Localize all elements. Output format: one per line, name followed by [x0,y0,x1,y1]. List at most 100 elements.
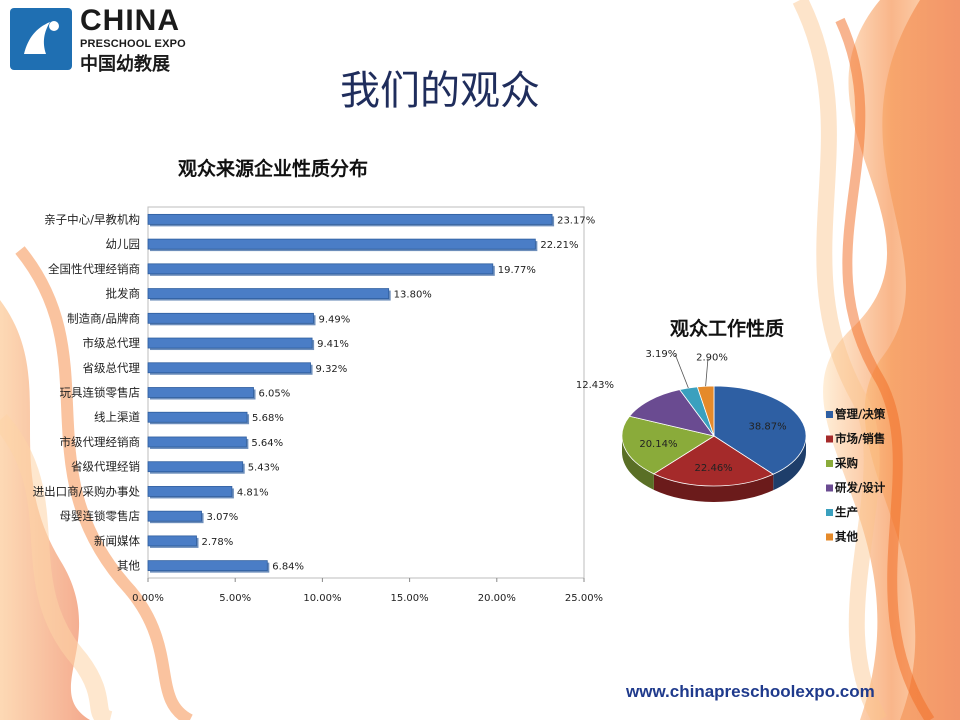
bar [147,288,390,299]
bar-value-label: 2.78% [201,537,233,548]
bar [147,263,494,275]
legend-swatch [826,435,833,443]
bar-value-label: 22.21% [540,240,578,251]
x-tick-label: 0.00% [132,593,164,604]
legend-swatch [826,411,833,418]
legend-label: 采购 [834,456,858,470]
bar [147,486,233,497]
bar [147,510,202,522]
bar-value-label: 13.80% [394,290,432,301]
bar-row: 幼儿园 22.21% [106,237,578,252]
bar-category-label: 制造商/品牌商 [67,311,140,325]
bar [147,461,244,473]
bar-value-label: 5.68% [252,413,284,424]
bar-row: 省级总代理 9.32% [83,361,348,375]
legend-label: 管理/决策 [835,407,886,421]
bar-category-label: 批发商 [106,287,141,301]
bar-chart-title: 观众来源企业性质分布 [178,158,369,180]
bar-category-label: 省级总代理 [83,361,141,375]
bar-category-label: 幼儿园 [106,237,141,251]
bar-row: 亲子中心/早教机构 23.17% [44,212,595,227]
bar [147,337,313,349]
bar-category-label: 新闻媒体 [94,534,140,548]
logo-title: CHINA [80,4,180,37]
bar-value-label: 6.05% [259,389,291,400]
legend-label: 其他 [835,530,858,544]
bar-value-label: 5.64% [251,438,283,449]
pie-leader-line [674,354,689,389]
bar-category-label: 市级代理经销商 [60,435,141,449]
bar-row: 市级总代理 9.41% [83,336,349,351]
bar-value-label: 3.07% [207,512,239,523]
bar [147,362,311,374]
bar-category-label: 玩具连锁零售店 [60,386,141,400]
expo-logo: CHINA PRESCHOOL EXPO 中国幼教展 [10,4,200,75]
bar-row: 线上渠道 5.68% [94,410,284,425]
legend-swatch [826,460,833,467]
bar-row: 制造商/品牌商 9.49% [67,311,351,326]
x-tick-label: 20.00% [478,593,516,604]
bar-value-label: 9.32% [316,364,348,375]
bar-category-label: 省级代理经销 [71,460,140,474]
bar-value-label: 19.77% [498,265,536,276]
bar-row: 玩具连锁零售店 6.05% [60,386,291,400]
pie-slice [653,435,775,487]
pie-slice-side [773,436,806,491]
bar [147,560,268,572]
bar-row: 省级代理经销 5.43% [71,460,279,474]
pie-value-label: 12.43% [576,380,614,391]
pie-slice [628,389,715,437]
pie-leader-line [705,358,709,387]
bar-value-label: 5.43% [248,463,280,474]
pie-value-label: 38.87% [749,421,787,432]
bar-row: 全国性代理经销商 19.77% [48,262,536,276]
bar [147,387,254,398]
bar [147,312,314,324]
bar-category-label: 全国性代理经销商 [48,262,140,276]
bar-row: 批发商 13.80% [106,287,432,301]
pie-slice-side [653,473,774,502]
logo-cn-name: 中国幼教展 [80,54,170,75]
pie-value-label: 3.19% [645,349,677,360]
pie-slice-side [622,436,654,490]
x-tick-label: 10.00% [303,593,341,604]
legend-swatch [826,509,833,516]
bar-row: 新闻媒体 2.78% [94,534,233,548]
bar-category-label: 母婴连锁零售店 [60,509,141,523]
pie-value-label: 20.14% [639,439,677,450]
footer-url[interactable]: www.chinapreschoolexpo.com [626,682,875,701]
bar [147,213,553,225]
bar-value-label: 9.49% [319,314,351,325]
legend-swatch [826,533,833,541]
slide-title: 我们的观众 [340,68,540,114]
legend-swatch [826,484,833,492]
legend-label: 生产 [835,505,858,519]
bar-row: 其他 6.84% [117,559,304,573]
pie-value-label: 22.46% [695,463,733,474]
legend-label: 研发/设计 [835,481,886,495]
bar-category-label: 进出口商/采购办事处 [33,484,141,498]
bar-value-label: 6.84% [272,562,304,573]
bar [147,535,197,547]
bar-category-label: 其他 [117,559,140,573]
pie-slice [713,385,807,475]
x-tick-label: 15.00% [391,593,429,604]
bar-row: 进出口商/采购办事处 4.81% [33,484,269,499]
bar-category-label: 线上渠道 [94,410,140,424]
bar [147,436,247,448]
bar-row: 母婴连锁零售店 3.07% [60,509,239,524]
legend-label: 市场/销售 [835,432,885,446]
pie-slice [696,385,715,437]
logo-mark-icon [10,8,72,70]
bar-category-label: 亲子中心/早教机构 [44,212,140,226]
bar-row: 市级代理经销商 5.64% [60,435,283,449]
bar [147,238,536,250]
pie-value-label: 2.90% [696,352,728,363]
bar [147,411,248,423]
x-tick-label: 5.00% [219,593,251,604]
x-tick-label: 25.00% [565,593,603,604]
bar-category-label: 市级总代理 [83,336,141,350]
